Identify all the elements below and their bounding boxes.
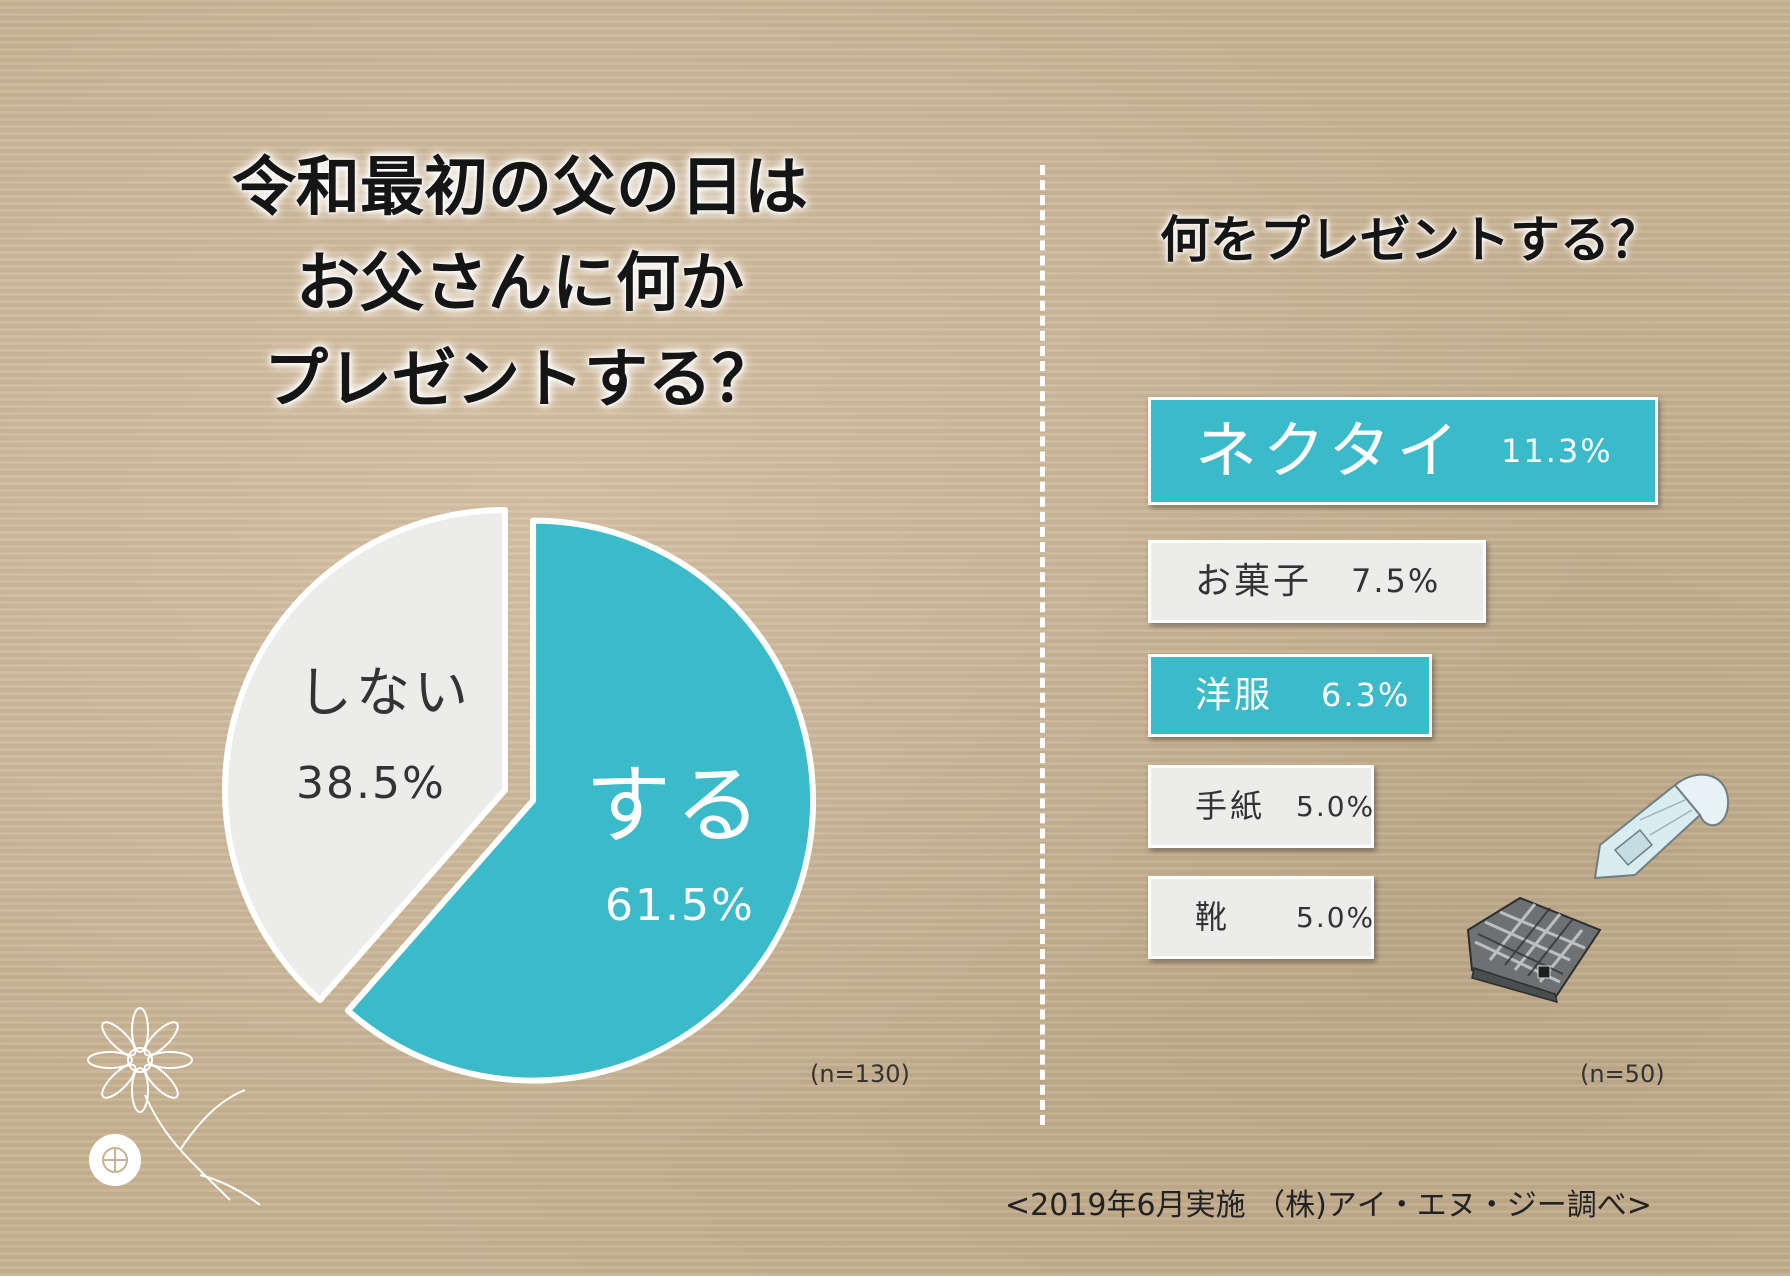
pie-slice-no xyxy=(222,507,508,1004)
bar-question-title: 何をプレゼントする？ xyxy=(1160,211,1660,269)
bar-value-3: 5.0% xyxy=(1296,790,1376,823)
pie-question-title: 令和最初の父の日は お父さんに何か プレゼントする？ xyxy=(150,140,890,428)
survey-credit: <2019年6月実施 （株)アイ・エヌ・ジー調べ> xyxy=(1005,1188,1652,1223)
necktie-illustration xyxy=(1593,773,1730,880)
bar-label-1: お菓子 xyxy=(1195,561,1313,602)
title-line-3: プレゼントする？ xyxy=(264,343,776,417)
pie-slice-value-no: 38.5% xyxy=(296,758,446,809)
bar-1: お菓子 7.5% xyxy=(1148,540,1486,623)
bar-label-0: ネクタイ xyxy=(1195,414,1465,487)
bar-label-4: 靴 xyxy=(1195,898,1231,936)
bar-sample-size: (n=50) xyxy=(1580,1060,1665,1088)
wallet-illustration xyxy=(1466,896,1602,1004)
bar-value-4: 5.0% xyxy=(1296,901,1376,934)
title-line-1: 令和最初の父の日は xyxy=(232,151,808,225)
pie-chart xyxy=(222,507,817,1084)
bar-label-3: 手紙 xyxy=(1195,787,1266,825)
pie-slice-yes xyxy=(344,517,817,1084)
flower-illustration xyxy=(87,1007,261,1206)
dashed-divider xyxy=(1040,165,1045,1125)
bar-2: 洋服 6.3% xyxy=(1148,654,1432,737)
pie-slice-value-yes: 61.5% xyxy=(605,880,755,931)
bar-label-2: 洋服 xyxy=(1195,675,1274,716)
bar-0: ネクタイ 11.3% xyxy=(1148,397,1658,505)
pie-sample-size: (n=130) xyxy=(810,1060,910,1088)
bar-value-0: 11.3% xyxy=(1501,432,1613,470)
title-line-2: お父さんに何か xyxy=(296,247,744,321)
pie-slice-label-no: しない xyxy=(298,661,472,724)
bar-value-2: 6.3% xyxy=(1321,676,1411,714)
bar-3: 手紙 5.0% xyxy=(1148,765,1374,848)
bar-value-1: 7.5% xyxy=(1351,562,1441,600)
pie-slice-label-yes: する xyxy=(585,756,765,856)
bar-4: 靴 5.0% xyxy=(1148,876,1374,959)
